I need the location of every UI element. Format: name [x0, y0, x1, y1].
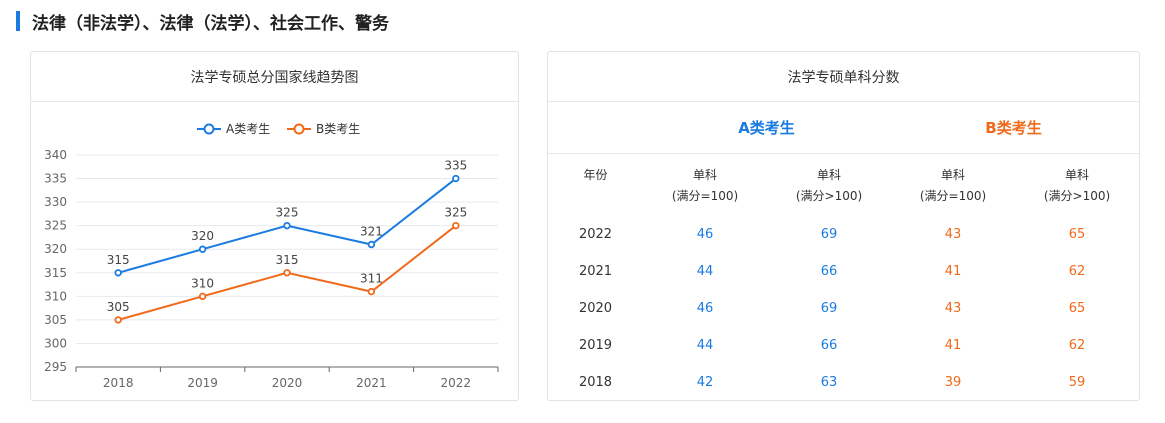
row-a-100: 42 [696, 375, 714, 390]
row-b-gt100: 65 [1068, 301, 1086, 316]
row-b-100: 41 [944, 264, 962, 279]
row-year: 2019 [578, 338, 613, 353]
data-point [452, 174, 460, 183]
table-row: 2020 46 69 43 65 [548, 301, 1139, 316]
y-tick-label: 335 [44, 172, 67, 186]
data-point [114, 316, 122, 324]
data-label: 315 [276, 253, 299, 267]
data-point [367, 287, 376, 296]
row-a-gt100: 66 [820, 338, 838, 353]
row-a-100: 46 [696, 227, 714, 242]
x-tick-label: 2022 [441, 376, 472, 390]
data-label: 305 [107, 300, 130, 314]
x-tick-label: 2018 [103, 376, 134, 390]
row-a-100: 44 [696, 338, 714, 353]
data-label: 311 [360, 272, 383, 286]
row-a-gt100: 69 [820, 301, 838, 316]
data-label: 315 [107, 253, 130, 267]
row-b-100: 43 [944, 301, 962, 316]
table-row: 2019 44 66 41 62 [548, 338, 1139, 353]
row-year: 2022 [578, 227, 613, 242]
data-label: 325 [444, 206, 467, 220]
subject-score-card: 法学专硕单科分数 A类考生 B类考生 年份 单科 (满分=100) 单科 (满分… [547, 51, 1140, 401]
row-b-gt100: 65 [1068, 227, 1086, 242]
row-year: 2021 [578, 264, 613, 279]
row-b-100: 41 [944, 338, 962, 353]
trend-line-chart: 295 300 305 310 315 320 325 330 335 340 2018 2019 20… [44, 122, 499, 390]
col-a-gt100-label: 单科 [816, 168, 841, 182]
col-b-gt100-header: 单科 (满分>100) [1015, 165, 1139, 207]
section-accent-bar [16, 11, 20, 31]
group-a-header: A类考生 [738, 119, 795, 137]
row-a-gt100: 63 [820, 375, 838, 390]
data-point [114, 269, 122, 277]
data-label: 310 [191, 276, 214, 290]
table-row: 2018 42 63 39 59 [548, 375, 1139, 390]
col-a-100-header: 单科 (满分=100) [643, 165, 767, 207]
data-point [198, 292, 207, 301]
x-tick-label: 2020 [272, 376, 303, 390]
table-row: 2022 46 69 43 65 [548, 227, 1139, 242]
section-title-text: 法律（非法学）、法律（法学）、社会工作、警务 [32, 13, 389, 34]
col-a-gt100-header: 单科 (满分>100) [767, 165, 891, 207]
col-b-100-header: 单科 (满分=100) [891, 165, 1015, 207]
legend-marker [203, 123, 215, 135]
row-year: 2020 [578, 301, 613, 316]
data-point [367, 240, 376, 249]
y-tick-label: 310 [44, 289, 67, 303]
data-point [198, 245, 207, 253]
y-tick-label: 320 [44, 242, 67, 256]
legend-label: B类考生 [316, 122, 360, 136]
y-tick-label: 330 [44, 195, 67, 209]
table-row: 2021 44 66 41 62 [548, 264, 1139, 279]
col-b-100-scope: (满分=100) [919, 189, 987, 203]
data-point [283, 269, 291, 277]
col-a-100-label: 单科 [692, 168, 717, 182]
legend-label: A类考生 [226, 122, 270, 136]
row-b-gt100: 59 [1068, 375, 1086, 390]
trend-chart-title: 法学专硕总分国家线趋势图 [31, 52, 518, 102]
group-b-header: B类考生 [985, 119, 1042, 137]
row-b-100: 43 [944, 227, 962, 242]
data-point [452, 221, 460, 230]
data-label: 325 [276, 206, 299, 220]
row-a-100: 44 [696, 264, 714, 279]
col-a-gt100-scope: (满分>100) [795, 189, 863, 203]
row-b-100: 39 [944, 375, 962, 390]
data-label: 320 [191, 229, 214, 243]
y-tick-label: 300 [44, 336, 67, 350]
row-a-gt100: 66 [820, 264, 838, 279]
y-tick-label: 325 [44, 219, 67, 233]
row-b-gt100: 62 [1068, 264, 1086, 279]
legend-marker [293, 123, 305, 135]
y-tick-label: 340 [44, 148, 67, 162]
y-tick-label: 295 [44, 360, 67, 374]
table-group-header: A类考生 B类考生 [548, 102, 1139, 154]
row-b-gt100: 62 [1068, 338, 1086, 353]
data-label: 335 [444, 159, 467, 173]
x-tick-label: 2021 [356, 376, 387, 390]
row-a-100: 46 [696, 301, 714, 316]
col-a-100-scope: (满分=100) [671, 189, 739, 203]
table-column-header-row: 年份 单科 (满分=100) 单科 (满分>100) 单科 (满分=100) 单… [548, 165, 1139, 207]
row-year: 2018 [578, 375, 613, 390]
data-point [283, 221, 291, 230]
y-tick-label: 315 [44, 266, 67, 280]
data-label: 321 [360, 225, 383, 239]
x-tick-label: 2019 [187, 376, 218, 390]
col-b-100-label: 单科 [940, 168, 965, 182]
col-b-gt100-label: 单科 [1064, 168, 1089, 182]
y-tick-label: 305 [44, 313, 67, 327]
trend-chart-card: 法学专硕总分国家线趋势图 295 300 305 310 315 320 325 330 335… [30, 51, 519, 401]
col-b-gt100-scope: (满分>100) [1043, 189, 1111, 203]
row-a-gt100: 69 [820, 227, 838, 242]
year-column-header: 年份 [583, 168, 608, 182]
section-title: 法律（非法学）、法律（法学）、社会工作、警务 [16, 10, 389, 34]
subject-score-title: 法学专硕单科分数 [548, 52, 1139, 102]
